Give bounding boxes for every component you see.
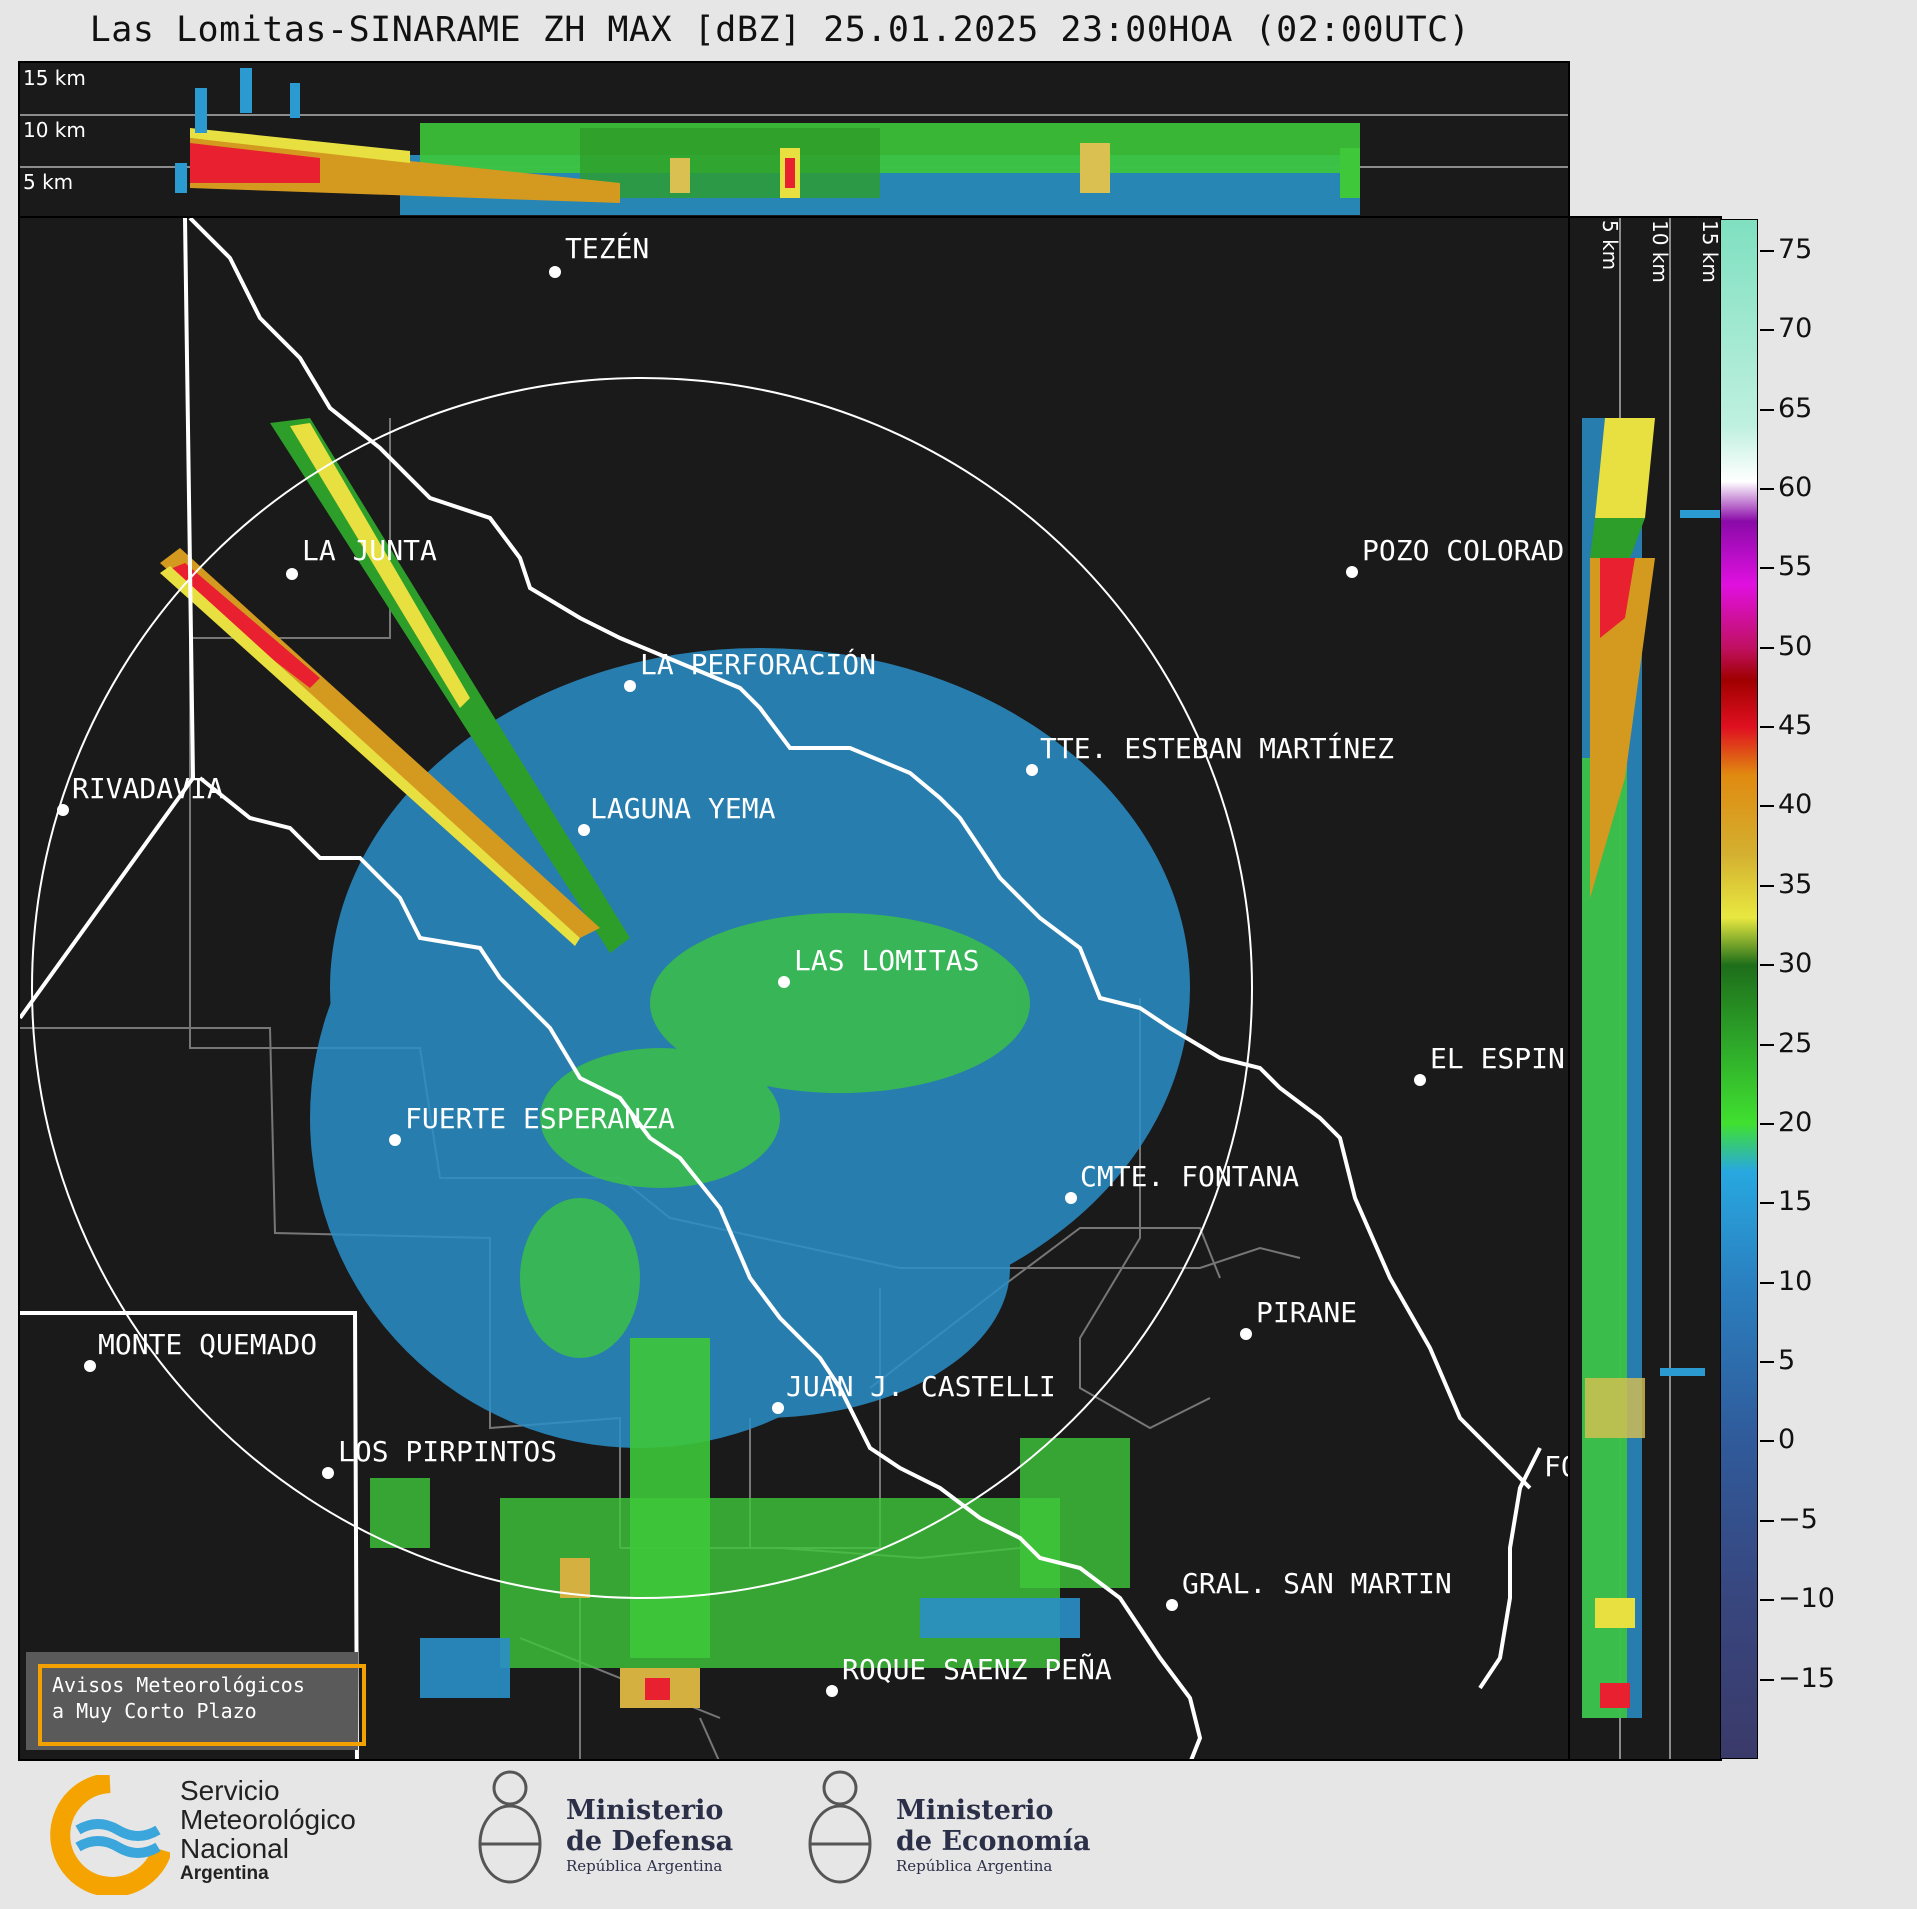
colorbar-tick <box>1760 964 1774 967</box>
city-label-monte-quemado: MONTE QUEMADO <box>98 1328 318 1361</box>
colorbar-tick <box>1760 1281 1774 1284</box>
colorbar-tick <box>1760 646 1774 649</box>
alert-link[interactable]: Avisos Meteorológicos a Muy Corto Plazo <box>38 1664 366 1746</box>
colorbar-tick <box>1760 1440 1774 1443</box>
city-label-fuerte-esperanza: FUERTE ESPERANZA <box>405 1102 675 1135</box>
colorbar-tick <box>1760 487 1774 490</box>
colorbar-tick-label: 75 <box>1778 233 1813 265</box>
city-label-tte-esteban-martinez: TTE. ESTEBAN MARTÍNEZ <box>1040 732 1395 765</box>
city-label-rivadavia: RIVADAVIA <box>72 772 224 805</box>
economia-line-2: de Economía <box>896 1826 1091 1857</box>
city-label-juan-j-castelli: JUAN J. CASTELLI <box>786 1370 1056 1403</box>
colorbar-tick <box>1760 1678 1774 1681</box>
altitude-label-10km-right: 10 km <box>1648 220 1672 283</box>
defensa-line-1: Ministerio <box>566 1795 724 1826</box>
dbz-colorbar <box>1720 219 1758 1759</box>
alert-line-1: Avisos Meteorológicos <box>52 1673 305 1697</box>
colorbar-tick <box>1760 408 1774 411</box>
radar-map: TEZÉN LA JUNTA POZO COLORAD LA PERFORACI… <box>18 216 1572 1761</box>
colorbar-tick-label: 30 <box>1778 948 1813 980</box>
radar-map-svg <box>20 218 1542 1759</box>
colorbar-tick-label: 55 <box>1778 551 1813 583</box>
economia-coat-of-arms-icon <box>800 1762 880 1900</box>
altitude-label-10km: 10 km <box>23 118 86 142</box>
top-cross-section: 15 km 10 km 5 km <box>18 61 1570 218</box>
colorbar-tick-label: 20 <box>1778 1106 1813 1138</box>
altitude-label-15km: 15 km <box>23 66 86 90</box>
city-label-la-perforacion: LA PERFORACIÓN <box>640 648 877 681</box>
colorbar-tick-label: 45 <box>1778 710 1813 742</box>
alert-box[interactable]: Avisos Meteorológicos a Muy Corto Plazo <box>26 1652 366 1750</box>
city-label-la-junta: LA JUNTA <box>302 534 437 567</box>
colorbar-tick-label: −15 <box>1778 1662 1835 1694</box>
smn-line-1: Servicio <box>180 1775 280 1806</box>
colorbar-tick-label: 40 <box>1778 789 1813 821</box>
defensa-logo-text: Ministerio de Defensa República Argentin… <box>566 1795 733 1875</box>
economia-line-1: Ministerio <box>896 1795 1054 1826</box>
altitude-label-15km-right: 15 km <box>1698 220 1722 283</box>
smn-line-3: Nacional <box>180 1833 289 1864</box>
defensa-coat-of-arms-icon <box>470 1762 550 1900</box>
top-cross-section-svg <box>20 68 1568 215</box>
city-label-tezen: TEZÉN <box>565 232 650 265</box>
colorbar-tick <box>1760 805 1774 808</box>
city-label-fo: FO <box>1544 1450 1570 1483</box>
city-label-laguna-yema: LAGUNA YEMA <box>590 792 776 825</box>
colorbar-tick-label: 25 <box>1778 1027 1813 1059</box>
defensa-line-3: República Argentina <box>566 1857 723 1875</box>
smn-line-2: Meteorológico <box>180 1804 356 1835</box>
economia-line-3: República Argentina <box>896 1857 1053 1875</box>
colorbar-tick <box>1760 1122 1774 1125</box>
colorbar-tick <box>1760 884 1774 887</box>
defensa-line-2: de Defensa <box>566 1826 734 1857</box>
colorbar-tick-label: 35 <box>1778 868 1813 900</box>
colorbar-tick <box>1760 1043 1774 1046</box>
colorbar-tick-label: 15 <box>1778 1186 1813 1218</box>
smn-line-4: Argentina <box>180 1863 269 1884</box>
colorbar-tick <box>1760 1361 1774 1364</box>
chart-title: Las Lomitas-SINARAME ZH MAX [dBZ] 25.01.… <box>89 10 1471 50</box>
colorbar-tick <box>1760 1519 1774 1522</box>
smn-logo <box>50 1773 172 1897</box>
colorbar-tick-label: 70 <box>1778 313 1813 345</box>
economia-logo-text: Ministerio de Economía República Argenti… <box>896 1795 1090 1875</box>
smn-logo-icon <box>50 1773 172 1897</box>
city-label-las-lomitas: LAS LOMITAS <box>794 944 980 977</box>
colorbar-tick-label: 65 <box>1778 392 1813 424</box>
colorbar-tick <box>1760 726 1774 729</box>
city-label-el-espinillo: EL ESPIN <box>1430 1042 1565 1075</box>
colorbar-tick-label: 5 <box>1778 1345 1796 1377</box>
right-cross-section-svg <box>1582 218 1720 1759</box>
colorbar-tick-label: 0 <box>1778 1424 1796 1456</box>
altitude-label-5km-right: 5 km <box>1598 220 1622 271</box>
smn-logo-text: Servicio Meteorológico Nacional Argentin… <box>180 1776 356 1885</box>
city-label-pozo-colorado: POZO COLORAD <box>1362 534 1565 567</box>
altitude-label-5km: 5 km <box>23 170 74 194</box>
colorbar-tick <box>1760 567 1774 570</box>
city-label-roque-saenz-pena: ROQUE SAENZ PEÑA <box>842 1653 1112 1686</box>
colorbar-tick-label: 10 <box>1778 1265 1813 1297</box>
colorbar-tick-label: 50 <box>1778 630 1813 662</box>
right-cross-section: 5 km 10 km 15 km <box>1568 216 1722 1761</box>
colorbar-tick-label: 60 <box>1778 471 1813 503</box>
colorbar-tick <box>1760 329 1774 332</box>
city-label-los-pirpintos: LOS PIRPINTOS <box>338 1435 558 1468</box>
colorbar-tick-label: −5 <box>1778 1503 1818 1535</box>
city-label-gral-san-martin: GRAL. SAN MARTIN <box>1182 1567 1452 1600</box>
colorbar-tick <box>1760 249 1774 252</box>
alert-line-2: a Muy Corto Plazo <box>52 1699 257 1723</box>
colorbar-tick <box>1760 1202 1774 1205</box>
colorbar-tick-label: −10 <box>1778 1583 1835 1615</box>
city-label-pirane: PIRANE <box>1256 1296 1358 1329</box>
city-label-cmte-fontana: CMTE. FONTANA <box>1080 1160 1300 1193</box>
colorbar-tick <box>1760 1599 1774 1602</box>
